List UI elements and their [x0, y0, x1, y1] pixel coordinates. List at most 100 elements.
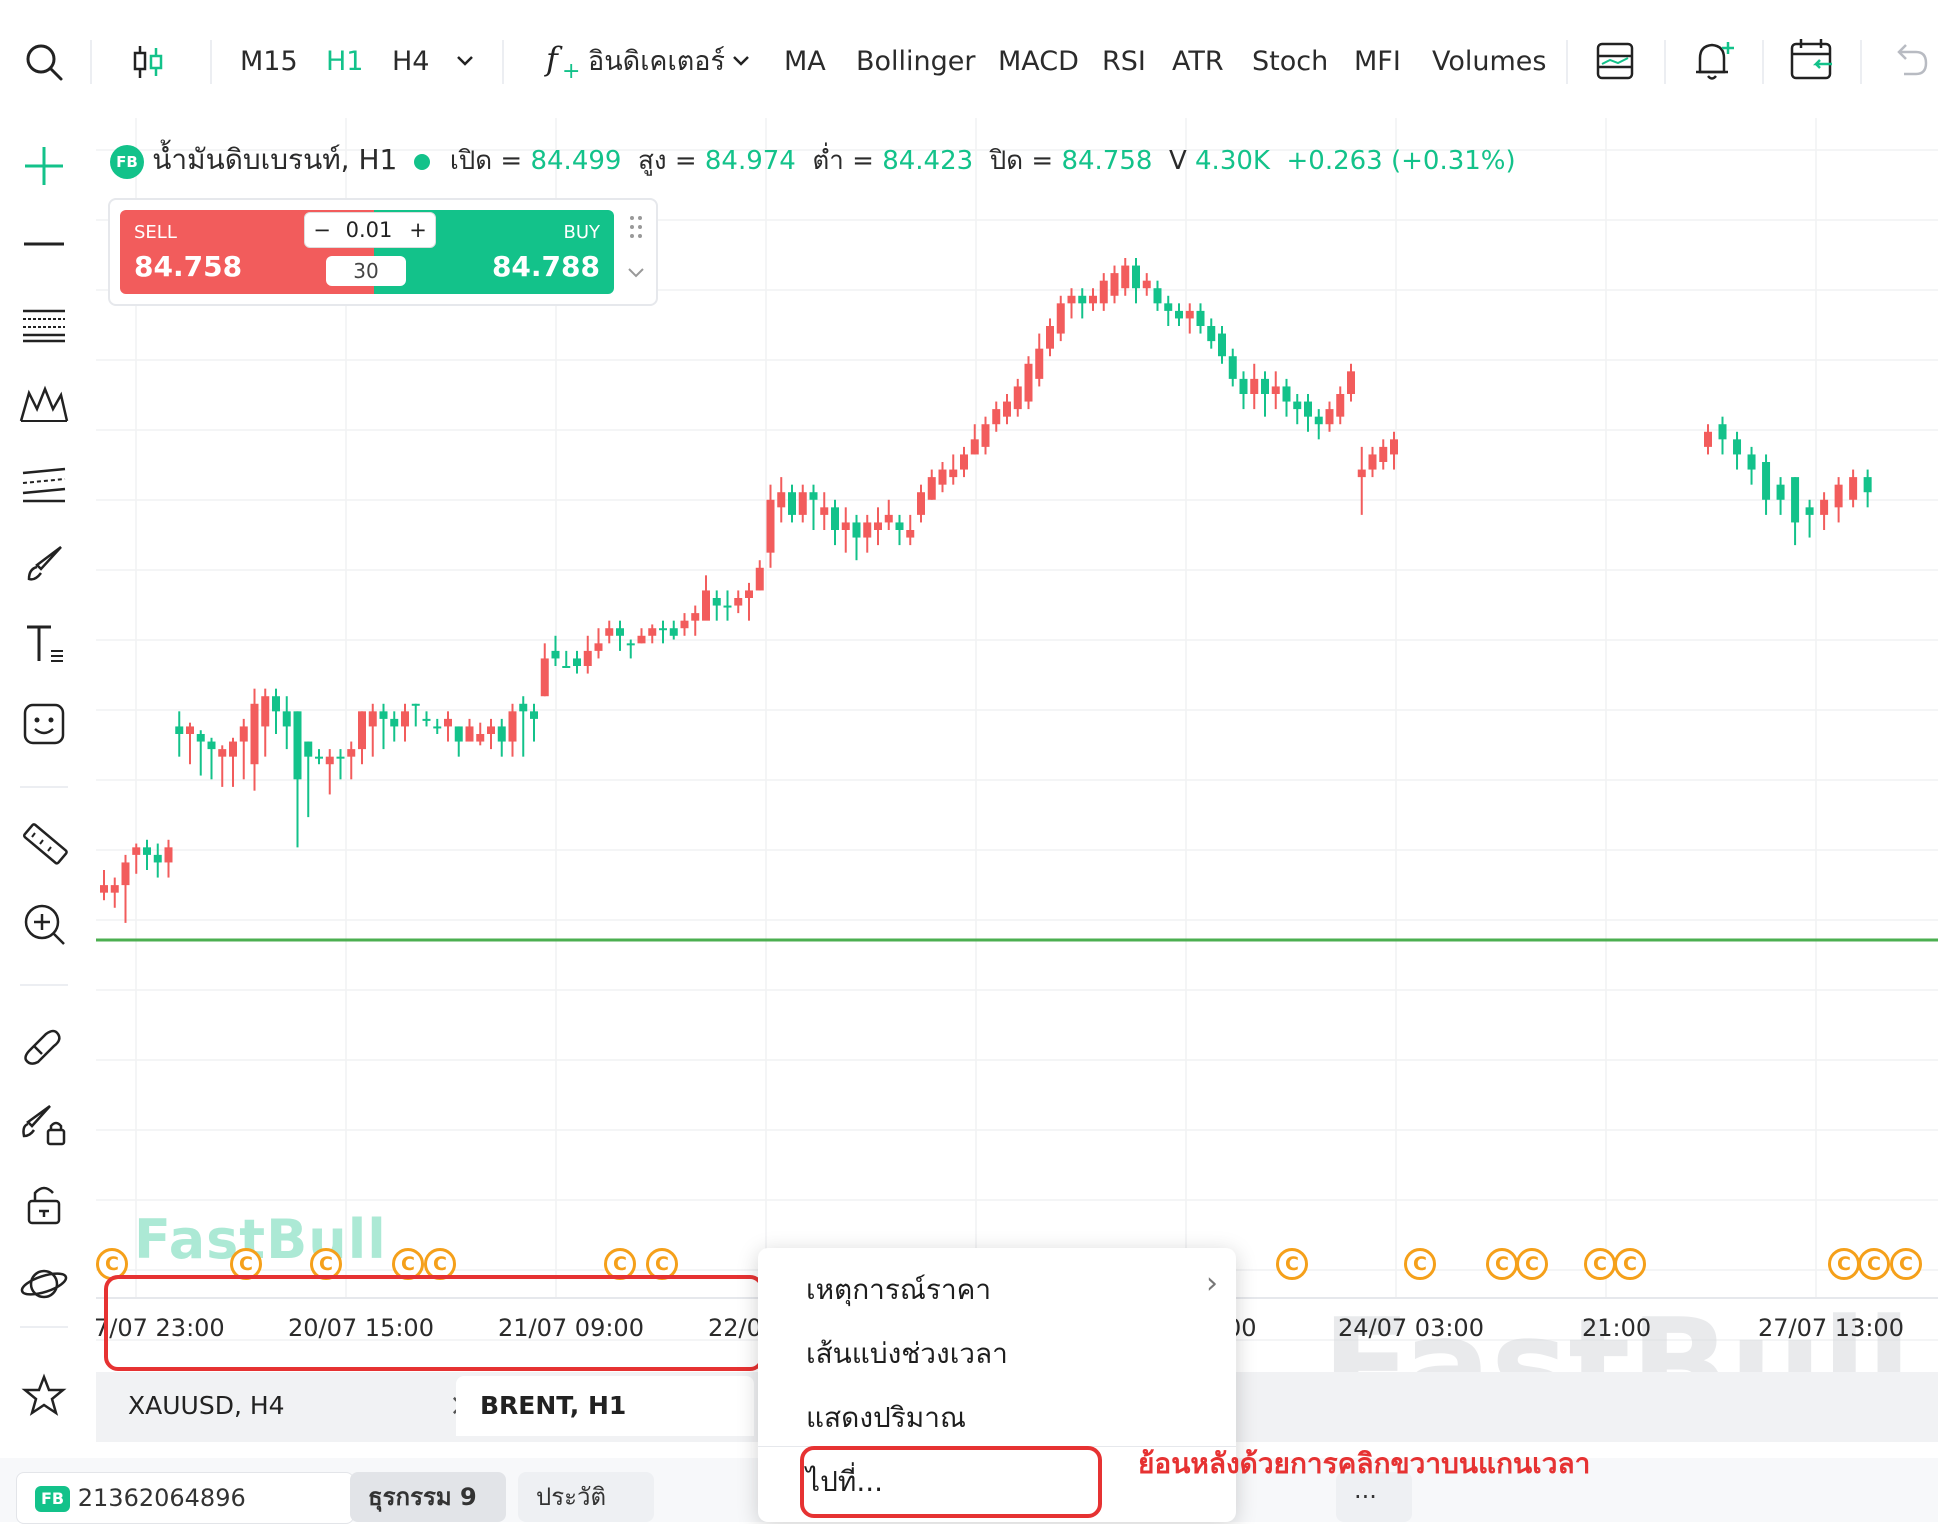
candle [110, 877, 119, 908]
time-axis-label[interactable]: 21:00 [1582, 1314, 1652, 1342]
candlestick-chart-canvas[interactable] [96, 118, 1938, 1411]
candle [153, 843, 162, 878]
timeframe-h4[interactable]: H4 [392, 46, 430, 77]
candle [1733, 431, 1742, 470]
account-selector[interactable]: FB 21362064896 [16, 1472, 354, 1524]
close-value: 84.758 [1061, 146, 1153, 176]
brush-icon[interactable] [14, 534, 74, 594]
indicator-mfi[interactable]: MFI [1354, 46, 1401, 77]
function-icon[interactable]: f + [544, 36, 584, 84]
lot-increase-button[interactable]: + [409, 218, 427, 242]
lot-decrease-button[interactable]: − [313, 218, 331, 242]
candle [1132, 258, 1140, 304]
indicators-menu[interactable]: อินดิเคเตอร์ [588, 46, 725, 77]
template-icon[interactable] [1590, 36, 1640, 86]
timeframe-m15[interactable]: M15 [240, 46, 298, 77]
indicator-ma[interactable]: MA [784, 46, 826, 77]
price-event-badge[interactable]: C [1858, 1248, 1890, 1280]
menu-item-period-separators[interactable]: เส้นแบ่งช่วงเวลา [806, 1337, 1008, 1370]
candle [1304, 394, 1312, 432]
indicator-atr[interactable]: ATR [1172, 46, 1224, 77]
tab-brent-h1[interactable]: BRENT, H1 [456, 1376, 754, 1436]
zoom-in-icon[interactable] [14, 894, 74, 954]
chevron-down-icon[interactable] [450, 46, 480, 76]
tab-history[interactable]: ประวัติ [518, 1472, 654, 1522]
volume-label: V [1168, 146, 1187, 176]
search-icon[interactable] [20, 38, 68, 86]
collapse-chevron-icon[interactable] [624, 260, 648, 284]
price-event-badge[interactable]: C [1486, 1248, 1518, 1280]
pattern-icon[interactable] [14, 374, 74, 434]
timeframe-h1[interactable]: H1 [326, 46, 364, 77]
ruler-icon[interactable] [14, 814, 74, 874]
star-icon[interactable] [14, 1366, 74, 1426]
indicator-bollinger[interactable]: Bollinger [856, 46, 976, 77]
unlock-icon[interactable] [14, 1174, 74, 1234]
high-label: สูง = [637, 146, 697, 176]
drag-handle-icon[interactable] [626, 212, 646, 242]
buy-label: BUY [563, 222, 600, 243]
candle [1325, 401, 1334, 432]
fib-icon[interactable] [14, 294, 74, 354]
candle [444, 711, 452, 742]
candle [1164, 295, 1173, 326]
alert-bell-icon[interactable] [1688, 34, 1738, 86]
candle [1704, 424, 1712, 455]
indicator-rsi[interactable]: RSI [1102, 46, 1146, 77]
candlestick-icon[interactable] [124, 38, 172, 86]
live-dot [413, 153, 430, 170]
menu-item-go-to[interactable]: ไปที่... [806, 1465, 884, 1498]
price-event-badge[interactable]: C [604, 1248, 636, 1280]
time-axis-label[interactable]: 7/07 23:00 [94, 1314, 225, 1342]
candle [691, 605, 700, 636]
text-icon[interactable] [14, 614, 74, 674]
candle [1185, 303, 1194, 334]
more-button[interactable]: ··· [1336, 1472, 1412, 1522]
indicator-stoch[interactable]: Stoch [1252, 46, 1329, 77]
emoji-icon[interactable] [14, 694, 74, 754]
magnet-icon[interactable] [14, 1014, 74, 1074]
tab-xauusd-h4[interactable]: XAUUSD, H4 × [104, 1376, 492, 1436]
candle [863, 514, 872, 553]
tab-orders[interactable]: ธุรกรรม 9 [350, 1472, 506, 1522]
time-axis-label[interactable]: 20/07 15:00 [288, 1314, 434, 1342]
planet-icon[interactable] [14, 1254, 74, 1314]
candle [229, 737, 237, 787]
menu-item-price-events[interactable]: เหตุการณ์ราคา [806, 1273, 992, 1306]
time-axis-label[interactable]: 21/07 09:00 [498, 1314, 644, 1342]
candle [121, 854, 130, 923]
price-event-badge[interactable]: C [1828, 1248, 1860, 1280]
price-chart[interactable] [96, 118, 1938, 1411]
candle [540, 643, 549, 697]
price-event-badge[interactable]: C [1516, 1248, 1548, 1280]
channel-icon[interactable] [14, 454, 74, 514]
top-toolbar: M15 H1 H4 f + อินดิเคเตอร์ MA Bollinger M… [0, 0, 1938, 118]
indicator-volumes[interactable]: Volumes [1432, 46, 1547, 77]
lock-drawing-icon[interactable] [14, 1094, 74, 1154]
price-event-badge[interactable]: C [1276, 1248, 1308, 1280]
price-event-badge[interactable]: C [392, 1248, 424, 1280]
time-axis-label[interactable]: 22/0 [708, 1314, 762, 1342]
price-event-badge[interactable]: C [1614, 1248, 1646, 1280]
line-icon[interactable] [14, 214, 74, 274]
price-event-badge[interactable]: C [1404, 1248, 1436, 1280]
calendar-icon[interactable] [1786, 34, 1838, 86]
time-axis-label[interactable]: 27/07 13:00 [1758, 1314, 1904, 1342]
price-event-badge[interactable]: C [424, 1248, 456, 1280]
candle [1293, 394, 1302, 425]
candle [175, 711, 184, 757]
indicator-macd[interactable]: MACD [998, 46, 1079, 77]
candle [798, 484, 807, 523]
price-event-badge[interactable]: C [1890, 1248, 1922, 1280]
candle [1271, 371, 1280, 410]
time-axis-label[interactable]: 24/07 03:00 [1338, 1314, 1484, 1342]
lot-size-input[interactable]: 0.01 [345, 218, 393, 242]
candle [1820, 492, 1829, 530]
indicators-chevron-icon[interactable] [726, 46, 756, 76]
candle [1013, 378, 1022, 417]
menu-item-show-volume[interactable]: แสดงปริมาณ [806, 1401, 966, 1434]
candle [583, 635, 592, 674]
undo-icon[interactable] [1886, 36, 1934, 84]
price-event-badge[interactable]: C [1584, 1248, 1616, 1280]
crosshair-icon[interactable] [14, 136, 74, 196]
